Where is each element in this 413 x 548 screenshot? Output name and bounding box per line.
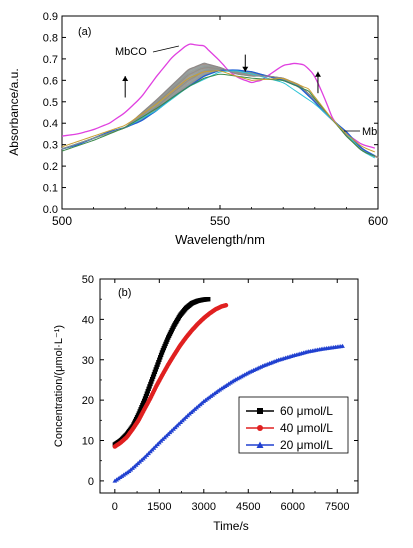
panel-b-data-point: [158, 355, 163, 360]
panel-b-data-point: [158, 352, 164, 358]
panel-b-data-point: [142, 396, 148, 401]
panel-b-data-point: [155, 362, 160, 367]
panel-a-series-line: [61, 70, 376, 153]
panel-b-data-point: [229, 379, 235, 384]
panel-a-series: [61, 43, 379, 159]
legend-label: 20 μmol/L: [280, 438, 333, 452]
panel-b-y-tick-label: 0: [88, 476, 94, 488]
panel-a-intermediate-spectrum: [61, 65, 379, 159]
panel-a-intermediate-spectrum: [61, 63, 379, 159]
panel-a: (a) Wavelength/nm Absorbance/a.u. MbCO M…: [7, 11, 388, 247]
panel-b-y-tick-label: 20: [82, 395, 94, 407]
legend-swatch-marker: [257, 408, 263, 414]
trend-arrow-head: [122, 76, 129, 82]
panel-b-x-axis-title: Time/s: [213, 519, 249, 533]
panel-b-data-point: [141, 398, 147, 404]
panel-a-x-tick-label: 500: [52, 214, 72, 228]
panel-b-x-tick-label: 7500: [325, 501, 349, 513]
panel-a-y-tick-label: 0.4: [43, 118, 58, 130]
panel-b-y-tick-label: 30: [82, 355, 94, 367]
panel-b-data-point: [149, 379, 154, 384]
panel-b-x-tick-label: 6000: [281, 501, 305, 513]
panel-b-series: [112, 296, 345, 483]
panel-a-y-tick-label: 0.8: [43, 32, 58, 44]
panel-b-data-point: [148, 381, 153, 387]
panel-a-label: (a): [78, 26, 91, 38]
panel-a-intermediate-spectrum: [61, 64, 379, 159]
trend-arrow-head: [314, 71, 321, 77]
panel-a-y-tick-label: 0.3: [43, 140, 58, 152]
panel-a-y-tick-label: 0.5: [43, 97, 58, 109]
panel-b-plot-frame: [99, 278, 359, 494]
panel-a-intermediate-spectrum: [61, 64, 379, 159]
panel-b-data-point: [153, 367, 158, 372]
panel-a-ticks: 500 550 600 0.0 0.1 0.2 0.3 0.4 0.5 0.6 0.7 0.8 0.9: [43, 11, 389, 228]
panel-b: (b) Time/s Concentration/(μmol·L⁻¹) 0 150…: [53, 274, 359, 533]
panel-a-series-line: [61, 73, 376, 157]
panel-b-data-point: [223, 303, 229, 308]
panel-b-data-point: [146, 386, 151, 392]
panel-b-data-point: [147, 384, 152, 389]
panel-b-x-tick-label: 0: [112, 501, 118, 513]
panel-a-y-tick-label: 0.9: [43, 11, 58, 23]
panel-a-x-axis-title: Wavelength/nm: [175, 232, 265, 247]
panel-b-y-tick-label: 40: [82, 314, 94, 326]
panel-b-x-tick-label: 3000: [192, 501, 216, 513]
panel-a-intermediate-spectrum: [61, 63, 379, 159]
legend-label: 40 μmol/L: [280, 421, 333, 435]
panel-a-y-tick-label: 0.6: [43, 75, 58, 87]
legend-swatch-marker: [257, 425, 263, 431]
panel-b-y-tick-label: 10: [82, 436, 94, 448]
legend-entries: 60 μmol/L 40 μmol/L 20 μmol/L: [246, 404, 333, 452]
panel-b-data-point: [149, 376, 155, 382]
panel-b-x-tick-label: 1500: [147, 501, 171, 513]
legend-box: [238, 396, 349, 454]
panel-a-x-tick-label: 600: [368, 214, 388, 228]
panel-a-x-tick-label: 550: [210, 214, 230, 228]
panel-a-y-tick-label: 0.2: [43, 161, 58, 173]
panel-b-data-point: [340, 343, 345, 348]
panel-a-series-line: [61, 43, 376, 149]
panel-b-data-point: [159, 350, 165, 355]
mbco-annotation: MbCO: [115, 46, 147, 58]
panel-b-data-point: [144, 391, 150, 396]
panel-b-data-point: [143, 393, 149, 399]
panel-b-ticks: 0 1500 3000 4500 6000 7500 0 10 20 30 40 50: [82, 274, 358, 513]
panel-a-y-tick-label: 0.7: [43, 54, 58, 66]
panel-b-data-point: [206, 296, 211, 302]
panel-b-y-tick-label: 50: [82, 274, 94, 286]
panel-b-data-point: [145, 389, 150, 394]
panel-a-arrows: [122, 45, 360, 132]
panel-b-y-axis-title: Concentration/(μmol·L⁻¹): [53, 325, 65, 447]
panel-b-data-point: [156, 359, 161, 365]
panel-a-series-line: [61, 62, 376, 157]
panel-b-data-point: [150, 374, 156, 379]
panel-b-label: (b): [118, 287, 131, 299]
legend-swatch-marker: [256, 441, 264, 448]
panel-b-legend: 60 μmol/L 40 μmol/L 20 μmol/L: [238, 396, 349, 454]
panel-a-y-tick-label: 0.0: [43, 204, 58, 216]
mb-annotation: Mb: [362, 126, 377, 138]
mbco-pointer: [152, 45, 180, 53]
panel-b-x-tick-label: 4500: [236, 501, 260, 513]
panel-b-data-point: [157, 357, 162, 362]
panel-b-data-point: [152, 369, 158, 375]
panel-a-y-tick-label: 0.1: [43, 183, 58, 195]
trend-arrow-head: [242, 66, 249, 72]
panel-a-y-axis-title: Absorbance/a.u.: [7, 68, 21, 155]
panel-b-data-point: [151, 372, 157, 377]
panel-b-data-point: [154, 364, 159, 370]
legend-label: 60 μmol/L: [280, 404, 333, 418]
